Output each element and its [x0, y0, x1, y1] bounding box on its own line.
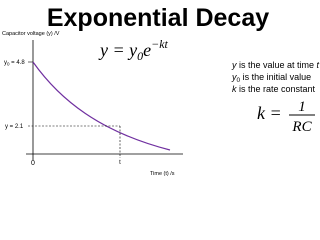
y0-label: y0 = 4.8 [4, 60, 25, 67]
x-axis-label: Time (t) /s [150, 171, 175, 177]
symbol: y [231, 72, 237, 82]
slide: Exponential Decay Capacitor voltage (y) … [0, 0, 320, 180]
formula-subscript: 0 [137, 49, 143, 63]
y-label: y = 2.1 [5, 124, 24, 130]
formula: y = y0e−kt [98, 37, 169, 63]
text: is the value at time [237, 60, 317, 70]
t-label: t [119, 160, 121, 166]
note: k is the rate constant [232, 84, 316, 94]
text: is the rate constant [237, 84, 316, 94]
title: Exponential Decay [47, 4, 269, 32]
subscript: 0 [237, 77, 241, 84]
y-axis-label: Capacitor voltage (y) /V [2, 31, 60, 37]
subscript: 0 [7, 62, 10, 67]
rate-numerator: 1 [298, 99, 306, 115]
symbol: t [317, 60, 320, 70]
formula-base: e [143, 40, 151, 60]
origin-label: 0 [31, 160, 35, 167]
rate-lhs: k = [257, 103, 282, 123]
rate-denominator: RC [291, 119, 312, 135]
text: is the initial value [240, 72, 311, 82]
formula-lhs: y = y [98, 40, 137, 60]
note: y0 is the initial value [231, 72, 311, 84]
decay-curve [32, 61, 171, 151]
note: y is the value at time t [231, 60, 320, 70]
text: = 4.8 [10, 60, 26, 66]
symbol: k [232, 84, 237, 94]
symbol: y [4, 60, 7, 66]
background [0, 0, 320, 180]
formula-exponent: −kt [151, 37, 168, 51]
symbol: y [231, 60, 237, 70]
